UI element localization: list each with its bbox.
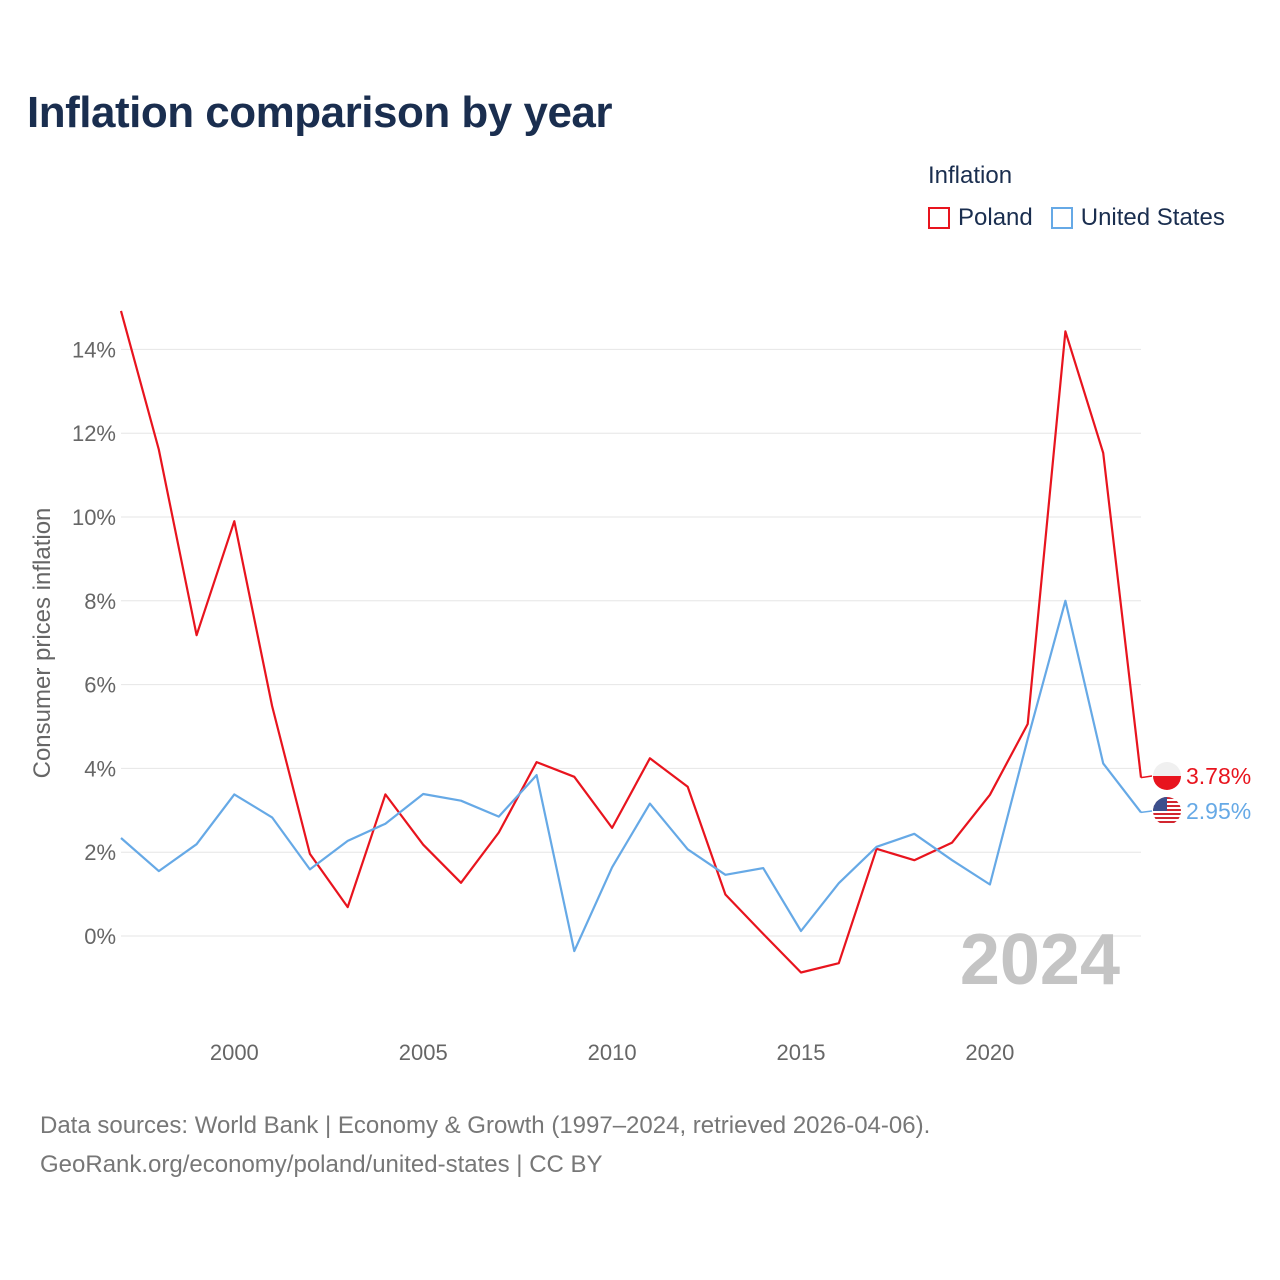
sources-line-1: Data sources: World Bank | Economy & Gro… [40,1112,931,1139]
poland-flag-red-half [1153,776,1181,790]
legend-title: Inflation [928,162,1013,189]
legend-swatch-united-states [1050,207,1073,229]
chart-title: Inflation comparison by year [27,88,613,137]
legend-item-poland[interactable]: Poland [928,204,1033,232]
x-tick-label: 2015 [777,1040,826,1065]
united-states-flag-icon [1153,797,1181,825]
sources: Data sources: World Bank | Economy & Gro… [40,1106,930,1184]
x-tick-label: 2005 [399,1040,448,1065]
x-tick-label: 2010 [588,1040,637,1065]
y-tick-label: 4% [84,756,116,781]
legend-item-united-states[interactable]: United States [1050,204,1225,232]
legend-swatch-poland [928,207,950,229]
y-tick-label: 2% [84,840,116,865]
y-tick-label: 0% [84,924,116,949]
y-tick-label: 14% [72,337,116,362]
y-tick-label: 10% [72,505,116,530]
x-tick-label: 2000 [210,1040,259,1065]
end-value-label-poland: 3.78% [1186,763,1251,789]
end-connector-poland [1140,775,1153,779]
series-line-poland[interactable] [119,310,1143,974]
y-tick-label: 6% [84,673,116,698]
end-connector-united-states [1140,810,1153,814]
series-line-united-states[interactable] [120,599,1142,953]
end-value-label-united-states: 2.95% [1186,798,1251,824]
y-tick-label: 8% [84,589,116,614]
legend-label-poland: Poland [958,204,1033,231]
year-watermark: 2024 [960,920,1120,1000]
x-tick-label: 2020 [965,1040,1014,1065]
legend-label-united-states: United States [1080,204,1225,231]
y-axis-label: Consumer prices inflation [29,508,56,779]
legend: Inflation Poland United States [928,162,1243,232]
y-tick-label: 12% [72,421,116,446]
sources-line-2[interactable]: GeoRank.org/economy/poland/united-states… [40,1151,603,1178]
